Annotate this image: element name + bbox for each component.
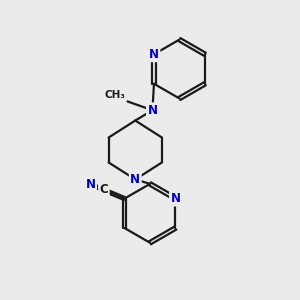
Text: N: N — [85, 178, 96, 191]
Text: CH₃: CH₃ — [105, 90, 126, 100]
Text: N: N — [130, 173, 140, 186]
Text: N: N — [170, 192, 181, 205]
Text: N: N — [148, 104, 158, 117]
Text: C: C — [100, 183, 108, 196]
Text: N: N — [149, 48, 159, 61]
